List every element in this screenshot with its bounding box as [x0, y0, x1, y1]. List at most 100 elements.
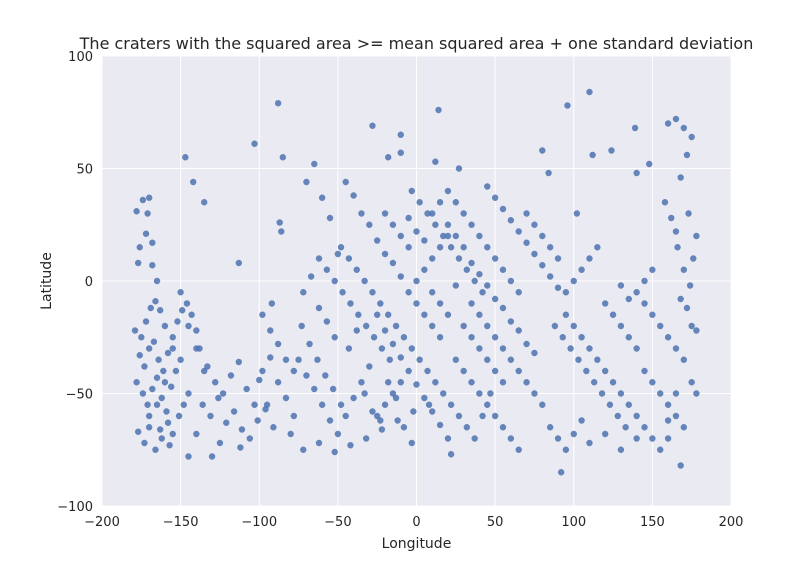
data-point — [594, 244, 601, 251]
data-point — [145, 194, 153, 201]
data-point — [460, 244, 467, 251]
data-point — [408, 439, 415, 447]
data-point — [499, 424, 507, 431]
data-point — [141, 439, 148, 447]
data-point — [295, 356, 302, 363]
data-point — [227, 372, 235, 379]
data-point — [693, 327, 700, 334]
data-point — [484, 183, 491, 190]
data-point — [424, 367, 431, 375]
data-point — [149, 239, 156, 246]
data-point — [649, 266, 656, 273]
data-point — [138, 334, 145, 341]
data-point — [617, 390, 625, 397]
data-point — [586, 88, 593, 96]
data-point — [664, 401, 672, 408]
data-point — [649, 435, 656, 442]
data-point — [672, 390, 680, 397]
data-point — [131, 327, 139, 334]
data-point — [279, 154, 287, 161]
data-point — [290, 367, 298, 375]
data-point — [436, 199, 444, 206]
data-point — [270, 424, 277, 431]
data-point — [389, 340, 397, 348]
data-point — [429, 322, 436, 330]
data-point — [290, 412, 298, 420]
data-point — [161, 379, 169, 386]
data-point — [683, 151, 691, 159]
data-point — [329, 385, 337, 393]
data-point — [479, 412, 486, 420]
data-point — [436, 244, 444, 251]
data-point — [515, 228, 522, 235]
data-point — [166, 442, 173, 449]
data-point — [155, 356, 162, 363]
data-point — [141, 363, 148, 370]
data-point — [278, 228, 285, 235]
chart-title: The craters with the squared area >= mea… — [79, 34, 754, 53]
data-point — [298, 322, 305, 330]
data-point — [452, 282, 460, 289]
data-point — [408, 345, 415, 352]
data-point — [491, 295, 499, 303]
data-point — [300, 289, 307, 296]
data-point — [303, 178, 310, 186]
data-point — [164, 419, 172, 426]
data-point — [315, 255, 323, 262]
data-point — [499, 304, 507, 312]
data-point — [263, 401, 271, 408]
data-point — [539, 401, 546, 408]
data-point — [397, 379, 404, 386]
data-point — [680, 124, 688, 132]
data-point — [421, 311, 428, 318]
data-point — [562, 289, 570, 296]
data-point — [397, 273, 404, 280]
data-point — [680, 424, 688, 431]
data-point — [686, 282, 694, 289]
data-point — [246, 435, 254, 442]
data-point — [287, 430, 294, 438]
data-point — [570, 430, 577, 438]
data-point — [531, 349, 538, 357]
data-point — [133, 208, 140, 215]
data-point — [193, 345, 200, 352]
data-point — [381, 327, 389, 334]
data-point — [193, 430, 200, 438]
data-point — [199, 401, 206, 408]
data-point — [452, 199, 460, 206]
data-point — [562, 446, 570, 453]
data-point — [436, 300, 444, 307]
data-point — [609, 379, 617, 386]
data-point — [331, 448, 338, 456]
y-axis-ticks: −100 −50 0 50 100 — [57, 50, 93, 515]
y-tick-label: 0 — [85, 275, 93, 290]
data-point — [334, 430, 342, 438]
data-point — [664, 417, 672, 424]
data-point — [531, 221, 538, 228]
data-point — [230, 408, 238, 415]
data-point — [164, 349, 172, 357]
data-point — [405, 214, 412, 222]
data-point — [649, 311, 656, 318]
data-point — [373, 412, 381, 420]
data-point — [339, 289, 346, 296]
data-point — [416, 199, 423, 206]
data-point — [212, 379, 219, 386]
data-point — [499, 266, 507, 273]
data-point — [381, 210, 389, 217]
data-point — [237, 444, 244, 451]
data-point — [386, 356, 393, 363]
data-point — [683, 304, 691, 312]
data-point — [377, 417, 384, 424]
data-point — [688, 322, 695, 330]
data-point — [400, 424, 408, 431]
data-point — [523, 379, 530, 386]
data-point — [436, 334, 444, 341]
data-point — [208, 453, 216, 460]
data-point — [460, 210, 467, 217]
data-point — [476, 311, 483, 318]
data-point — [460, 367, 467, 375]
data-point — [323, 266, 331, 273]
data-point — [314, 356, 321, 363]
data-point — [491, 367, 499, 375]
